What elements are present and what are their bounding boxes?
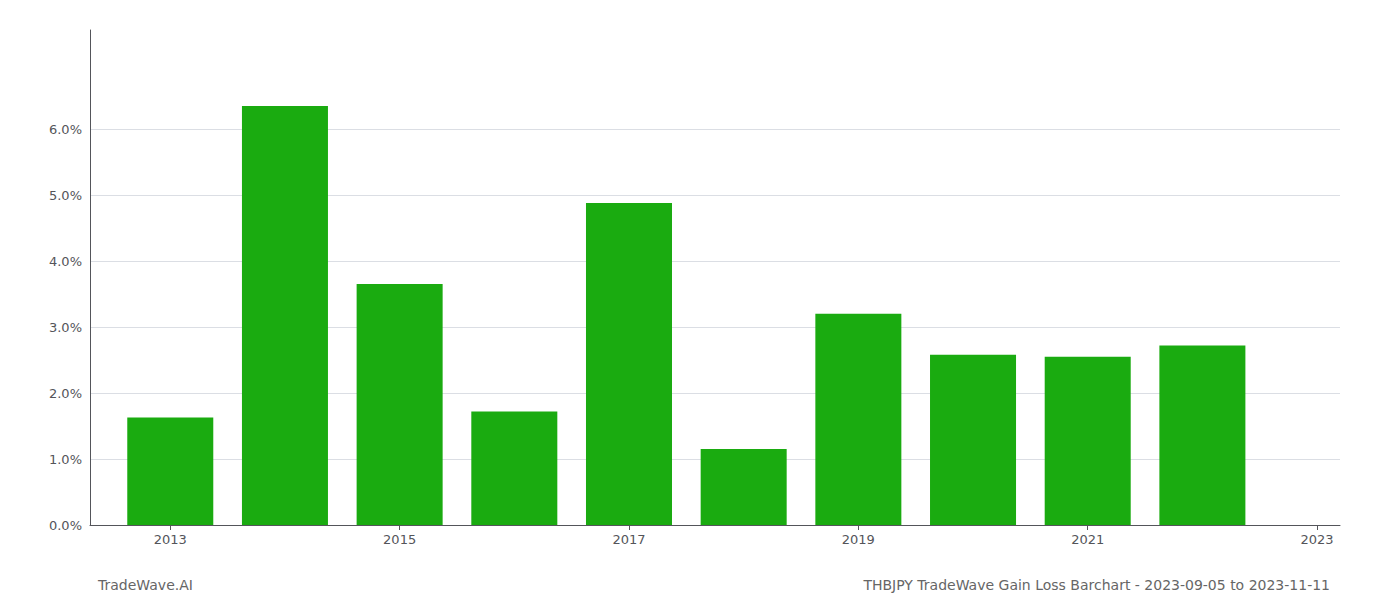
svg-text:4.0%: 4.0%	[49, 254, 82, 269]
svg-text:2023: 2023	[1301, 532, 1334, 547]
svg-text:2017: 2017	[612, 532, 645, 547]
svg-text:2015: 2015	[383, 532, 416, 547]
svg-text:TradeWave.AI: TradeWave.AI	[97, 577, 193, 593]
svg-text:2019: 2019	[842, 532, 875, 547]
svg-text:6.0%: 6.0%	[49, 122, 82, 137]
svg-text:2013: 2013	[154, 532, 187, 547]
svg-text:2.0%: 2.0%	[49, 386, 82, 401]
svg-text:3.0%: 3.0%	[49, 320, 82, 335]
svg-text:THBJPY TradeWave Gain Loss Bar: THBJPY TradeWave Gain Loss Barchart - 20…	[862, 577, 1330, 593]
svg-text:2021: 2021	[1071, 532, 1104, 547]
svg-text:1.0%: 1.0%	[49, 452, 82, 467]
svg-text:5.0%: 5.0%	[49, 188, 82, 203]
svg-text:0.0%: 0.0%	[49, 518, 82, 533]
